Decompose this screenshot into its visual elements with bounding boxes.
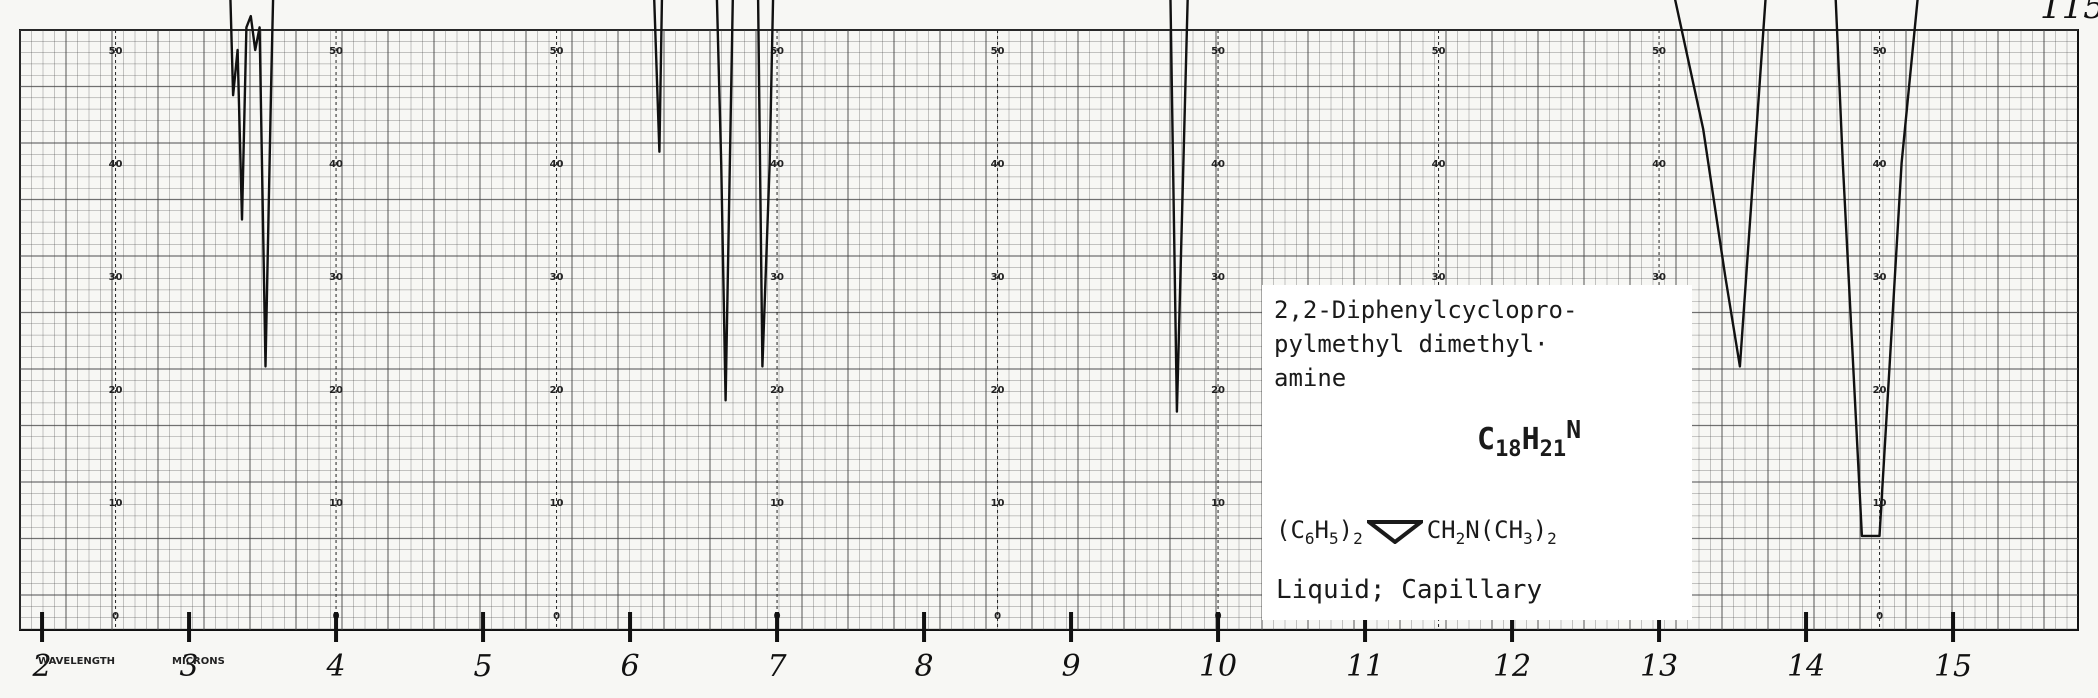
y-tick-label: 10 xyxy=(770,498,784,509)
compound-name-line-2: pylmethyl dimethyl· xyxy=(1274,330,1549,358)
x-tick-label: 3 xyxy=(180,649,199,684)
y-tick-label: 30 xyxy=(1873,272,1887,283)
y-tick-label: 50 xyxy=(109,46,123,57)
compound-name-line-1: 2,2-Diphenylcyclopro- xyxy=(1274,296,1578,324)
cyclopropane-ring-icon xyxy=(1366,520,1423,544)
wavelength-axis-tag: WAVELENGTH xyxy=(38,656,115,667)
y-tick-label: 10 xyxy=(329,498,343,509)
y-tick-label: 0 xyxy=(553,611,560,622)
x-tick-label: 15 xyxy=(1934,649,1972,684)
y-tick-label: 50 xyxy=(329,46,343,57)
y-tick-label: 50 xyxy=(991,46,1005,57)
y-tick-label: 10 xyxy=(109,498,123,509)
structural-formula: (C6H5)2 CH2N(CH3)2 xyxy=(1276,516,1557,548)
y-tick-label: 40 xyxy=(1432,159,1446,170)
x-tick-label: 8 xyxy=(915,649,934,684)
y-tick-label: 40 xyxy=(550,159,564,170)
x-tick-label: 5 xyxy=(474,649,493,684)
spectrum-trace-layer xyxy=(229,0,1919,538)
micron-tick-labels: 2 3 4 5 6 7 8 9 10 11 12 13 14 15 xyxy=(32,612,1972,684)
y-tick-label: 50 xyxy=(1211,46,1225,57)
x-tick-label: 11 xyxy=(1346,649,1384,684)
y-tick-label: 40 xyxy=(1873,159,1887,170)
y-tick-label: 50 xyxy=(1432,46,1446,57)
x-tick-label: 14 xyxy=(1787,649,1825,684)
y-tick-label: 10 xyxy=(991,498,1005,509)
y-tick-label: 30 xyxy=(770,272,784,283)
y-tick-label: 50 xyxy=(550,46,564,57)
y-tick-label: 30 xyxy=(109,272,123,283)
y-tick-label: 20 xyxy=(109,385,123,396)
y-tick-label: 40 xyxy=(1652,159,1666,170)
x-tick-label: 12 xyxy=(1493,649,1531,684)
y-tick-label: 20 xyxy=(991,385,1005,396)
sample-state: Liquid; Capillary xyxy=(1276,575,1543,605)
y-tick-label: 0 xyxy=(1876,611,1883,622)
y-tick-label: 20 xyxy=(1873,385,1887,396)
x-tick-label: 9 xyxy=(1062,649,1081,684)
y-tick-label: 30 xyxy=(329,272,343,283)
y-tick-label: 0 xyxy=(994,611,1001,622)
y-tick-label: 40 xyxy=(1211,159,1225,170)
page-number: 115 xyxy=(2040,0,2098,27)
y-tick-label: 40 xyxy=(329,159,343,170)
x-tick-label: 10 xyxy=(1199,649,1237,684)
y-tick-label: 10 xyxy=(550,498,564,509)
y-tick-label: 40 xyxy=(109,159,123,170)
y-tick-label: 50 xyxy=(1873,46,1887,57)
y-tick-label: 20 xyxy=(329,385,343,396)
x-tick-label: 7 xyxy=(768,649,788,684)
y-tick-label: 30 xyxy=(991,272,1005,283)
y-tick-label: 20 xyxy=(1211,385,1225,396)
y-tick-label: 0 xyxy=(112,611,119,622)
x-tick-label: 4 xyxy=(326,649,346,684)
y-tick-label: 30 xyxy=(550,272,564,283)
y-tick-label: 20 xyxy=(550,385,564,396)
y-tick-label: 10 xyxy=(1211,498,1225,509)
y-tick-label: 30 xyxy=(1211,272,1225,283)
y-tick-label: 30 xyxy=(1432,272,1446,283)
y-tick-label: 50 xyxy=(770,46,784,57)
compound-name-line-3: amine xyxy=(1274,364,1347,392)
spectrum-trace xyxy=(229,0,1919,538)
y-tick-label: 30 xyxy=(1652,272,1666,283)
y-tick-label: 20 xyxy=(770,385,784,396)
x-tick-label: 6 xyxy=(621,649,640,684)
y-tick-label: 40 xyxy=(991,159,1005,170)
x-tick-label: 2 xyxy=(32,649,52,684)
x-axis-title: MICRONS xyxy=(172,656,225,667)
molecular-formula: C18H21N xyxy=(1477,415,1582,462)
y-tick-label: 10 xyxy=(1873,498,1887,509)
chart-grid xyxy=(19,29,2079,631)
y-tick-label: 40 xyxy=(770,159,784,170)
x-tick-label: 13 xyxy=(1640,649,1678,684)
y-tick-label: 50 xyxy=(1652,46,1666,57)
sample-label-card: 2,2-Diphenylcyclopro- pylmethyl dimethyl… xyxy=(1262,285,1692,620)
plot-frame xyxy=(19,29,2079,631)
